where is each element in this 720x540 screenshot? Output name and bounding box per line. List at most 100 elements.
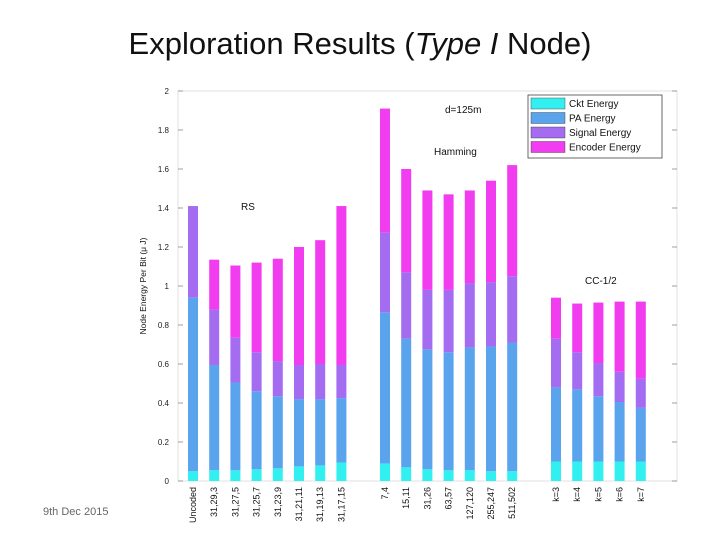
bar-segment-3 [294,247,304,365]
bar-segment-2 [251,352,262,392]
bar-segment-2 [401,272,412,339]
bar-segment-0 [551,461,561,481]
bar-segment-1 [336,398,347,463]
y-tick-label: 0.2 [158,438,170,447]
legend-swatch [530,126,566,139]
category-label: 31,21,11 [294,487,304,521]
category-labels: Uncoded 31,29,3 31,27,5 31,25,7 31,23,9 31,21… [188,487,646,523]
y-tick-label: 1.4 [158,204,170,213]
bar-segment-2 [315,364,326,400]
legend-swatch [530,141,566,153]
category-label: Uncoded [188,487,198,523]
bar-segment-0 [572,461,583,481]
bar-segment-3 [251,262,262,353]
y-tick-label: 1.6 [158,165,170,174]
bar-segment-1 [401,338,412,468]
bar-segment-1 [486,346,496,472]
bar-segment-0 [315,465,326,481]
bar-segment-1 [380,312,390,464]
category-label: 31,29,3 [209,487,219,517]
category-label: 255,247 [486,487,496,520]
y-axis-label: Node Energy Per Bit (μ J) [138,237,148,334]
bar-segment-0 [251,469,262,481]
y-tick-label: 0.6 [158,360,170,369]
bar-segment-1 [272,396,283,469]
bar-segment-3 [230,265,241,338]
legend-label: Encoder Energy [569,143,641,154]
category-label: 31,27,5 [230,487,240,517]
legend-swatch [530,97,566,110]
bar-segment-3 [315,240,326,364]
bar-segment-2 [380,232,390,313]
bar-segment-1 [422,349,433,470]
category-label: 31,25,7 [252,487,262,517]
category-label: 31,19,13 [315,487,325,522]
bar-segment-3 [380,108,390,233]
annotation-rs: RS [241,202,255,213]
bar-segment-1 [315,399,326,466]
bar-segment-2 [614,371,625,403]
bar-segment-0 [188,471,198,481]
category-label: k=7 [636,487,646,502]
bar-segment-3 [336,206,347,365]
bar-segment-2 [188,206,198,298]
category-label: k=4 [572,487,582,502]
bar-segment-1 [188,297,198,472]
bar-segment-1 [230,382,241,471]
bar-segment-3 [507,165,518,277]
bar-segment-1 [443,352,454,471]
bar-segment-3 [209,259,220,310]
category-label: 63,57 [444,487,454,510]
bar-segment-0 [486,471,496,481]
bar-segment-0 [422,469,433,481]
bar-segment-2 [443,289,454,353]
bar-segment-3 [572,303,583,353]
footer-date: 9th Dec 2015 [43,506,109,518]
bar-segment-2 [230,337,241,383]
annotation-distance: d=125m [445,105,481,116]
bar-segment-0 [635,461,646,481]
bar-segment-1 [635,407,646,462]
bar-segment-0 [336,462,347,481]
bar-segment-0 [507,471,518,481]
bar-segment-3 [593,302,604,364]
bar-segment-3 [614,301,625,372]
bar-segment-3 [422,190,433,290]
bar-segment-3 [551,297,561,339]
category-label: 127,120 [465,487,475,520]
category-label: 31,17,15 [336,487,346,522]
title-prefix: Exploration Results ( [128,26,415,61]
bar-segment-1 [464,347,475,471]
bar-segment-0 [230,470,241,481]
category-label: 31,23,9 [273,487,283,517]
bar-segment-1 [614,402,625,462]
title-italic: Type I [414,26,499,61]
y-tick-label: 2 [165,87,170,96]
bar-segment-1 [551,387,561,462]
bar-segment-2 [593,363,604,397]
bar-segment-2 [209,309,220,365]
title-suffix: Node) [498,26,592,61]
slide-title: Exploration Results (Type I Node) [0,26,720,62]
bar-segment-0 [209,470,220,481]
bar-segment-0 [464,470,475,481]
bar-segment-2 [272,361,283,397]
bar-segment-1 [251,391,262,470]
category-label: k=3 [551,487,561,502]
bar-segment-0 [380,463,390,481]
y-tick-label: 1 [165,282,170,291]
category-label: 31,26 [422,487,432,510]
bar-segment-0 [614,461,625,481]
bar-segment-3 [635,301,646,379]
category-label: 511,502 [507,487,517,519]
y-tick-label: 0.4 [158,399,170,408]
legend: Ckt Energy PA Energy Signal Energy Encoder … [527,94,663,159]
bar-segment-2 [422,289,433,350]
annotation-hamming: Hamming [434,147,477,158]
legend-label: PA Energy [569,114,616,125]
y-tick-label: 0.8 [158,321,170,330]
bar-segment-1 [572,389,583,462]
bar-segment-2 [294,364,304,400]
bars-group [188,108,646,481]
